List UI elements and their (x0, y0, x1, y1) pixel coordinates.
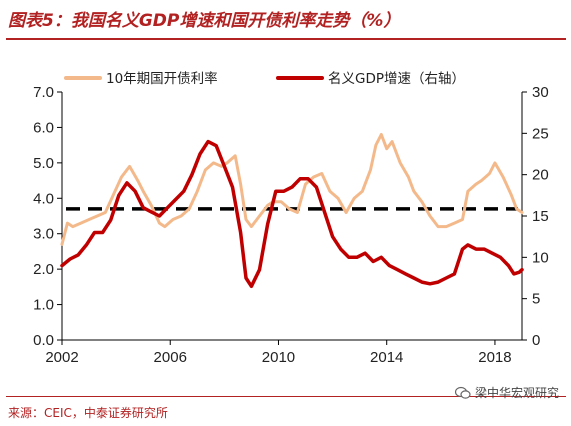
nominal-gdp-line (60, 139, 524, 289)
right-tick-label: 5 (532, 291, 540, 308)
x-tick-label: 2018 (478, 349, 511, 366)
line-chart: 0.0 1.0 2.0 3.0 4.0 5.0 6.0 7.0 0 5 10 15 20 25 30 2002… (33, 70, 549, 366)
left-tick-label: 3.0 (33, 226, 54, 243)
x-tick-label: 2010 (262, 349, 295, 366)
left-tick-label: 6.0 (33, 119, 54, 136)
right-tick-label: 25 (532, 125, 549, 142)
x-tick-label: 2006 (154, 349, 187, 366)
title-divider (6, 38, 566, 40)
wechat-icon (454, 386, 471, 399)
series-layer (60, 133, 524, 289)
left-tick-label: 7.0 (33, 84, 54, 101)
left-tick-label: 2.0 (33, 261, 54, 278)
chart-title: 图表5：我国名义GDP增速和国开债利率走势（%） (8, 11, 401, 31)
bond-yield-line (60, 133, 524, 246)
right-tick-label: 0 (532, 332, 540, 349)
source-note: 来源：CEIC，中泰证券研究所 (8, 406, 168, 420)
legend-label-1: 10年期国开债利率 (106, 70, 218, 87)
left-tick-label: 0.0 (33, 332, 54, 349)
x-tick-label: 2002 (45, 349, 78, 366)
left-tick-label: 4.0 (33, 190, 54, 207)
right-tick-label: 10 (532, 249, 549, 266)
right-tick-label: 15 (532, 208, 549, 225)
left-tick-label: 1.0 (33, 297, 54, 314)
right-tick-label: 30 (532, 84, 549, 101)
legend-label-2: 名义GDP增速（右轴） (328, 71, 465, 87)
x-tick-label: 2014 (370, 349, 403, 366)
footer-divider (6, 396, 566, 397)
watermark: 梁中华宏观研究 (454, 384, 559, 401)
right-tick-label: 20 (532, 167, 549, 184)
chart-axes: 0.0 1.0 2.0 3.0 4.0 5.0 6.0 7.0 0 5 10 15 20 25 30 2002… (33, 84, 549, 366)
watermark-text: 梁中华宏观研究 (474, 386, 559, 400)
left-tick-label: 5.0 (33, 155, 54, 172)
chart-legend: 10年期国开债利率 名义GDP增速（右轴） (64, 70, 465, 87)
